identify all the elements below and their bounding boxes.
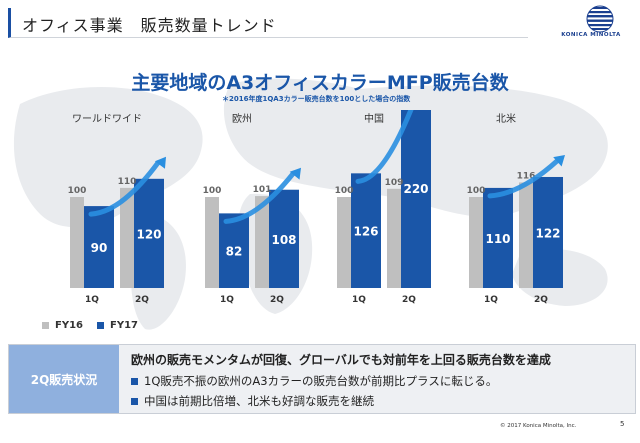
tick-label: 2Q <box>135 295 149 305</box>
data-label-fy17: 90 <box>91 241 108 255</box>
growth-arrow-shaft <box>88 160 161 217</box>
growth-arrow-head-icon <box>154 156 166 169</box>
bar-fy17 <box>351 173 381 288</box>
legend-item-fy16: FY16 <box>42 320 83 331</box>
legend: FY16 FY17 <box>42 320 138 331</box>
konica-minolta-logo-icon <box>586 5 614 33</box>
bar-fy16 <box>205 197 219 288</box>
data-label-fy17: 126 <box>353 225 378 239</box>
tick-label: 1Q <box>85 295 99 305</box>
data-label-fy16: 101 <box>253 185 272 195</box>
summary-box: 2Q販売状況 欧州の販売モメンタムが回復、グローバルでも対前年を上回る販売台数を… <box>8 344 636 414</box>
bullet-square-icon <box>131 377 138 385</box>
bar-fy17 <box>134 178 164 288</box>
bar-fy16 <box>120 187 134 288</box>
region-label: 中国 <box>364 112 384 125</box>
data-label-fy16: 100 <box>68 186 87 196</box>
summary-bullet: 1Q販売不振の欧州のA3カラーの販売台数が前期比プラスに転じる。 <box>131 373 497 389</box>
summary-bullet-text: 中国は前期比倍増、北米も好調な販売を継続 <box>144 394 374 408</box>
bar-fy16 <box>519 182 533 288</box>
summary-bullet-text: 1Q販売不振の欧州のA3カラーの販売台数が前期比プラスに転じる。 <box>144 374 498 388</box>
bar-chart: ワールドワイド 100 90 1Q 110 120 2Q 欧州 100 82 1Q 101 108 2Q 中… <box>68 110 565 305</box>
chart-note: ＊2016年度1QA3カラー販売台数を100とした場合の指数 <box>222 95 411 103</box>
legend-label-fy17: FY17 <box>110 320 138 331</box>
data-label-fy16: 110 <box>118 177 137 187</box>
page-number: 5 <box>620 420 625 428</box>
chart-title: 主要地域のA3オフィスカラーMFP販売台数 <box>131 72 509 94</box>
tick-label: 1Q <box>352 295 366 305</box>
data-label-fy16: 100 <box>203 186 222 196</box>
summary-bullet: 中国は前期比倍増、北米も好調な販売を継続 <box>131 393 374 409</box>
tick-label: 2Q <box>402 295 416 305</box>
bar-fy17 <box>533 176 563 288</box>
data-label-fy16: 109 <box>385 178 404 188</box>
summary-headline: 欧州の販売モメンタムが回復、グローバルでも対前年を上回る販売台数を達成 <box>131 353 551 367</box>
bar-fy16 <box>337 197 351 288</box>
bar-fy16 <box>469 197 483 288</box>
data-label-fy17: 108 <box>271 233 296 247</box>
bar-fy17 <box>401 110 431 288</box>
region-label: 北米 <box>496 112 516 125</box>
data-label-fy16: 116 <box>517 171 536 181</box>
region-label: 欧州 <box>232 113 252 125</box>
growth-arrow-shaft <box>223 171 296 224</box>
copyright: © 2017 Konica Minolta, Inc. <box>500 423 577 429</box>
bar-fy17 <box>483 187 513 288</box>
tick-label: 2Q <box>270 295 284 305</box>
legend-swatch-fy16 <box>42 322 49 329</box>
bar-fy17 <box>219 213 249 288</box>
logo-text: KONICA MINOLTA <box>561 32 621 38</box>
bar-fy16 <box>255 196 269 288</box>
legend-label-fy16: FY16 <box>55 320 83 331</box>
growth-arrow-head-icon <box>553 154 565 167</box>
region-label: ワールドワイド <box>72 114 142 125</box>
summary-tag: 2Q販売状況 <box>9 345 119 413</box>
data-label-fy17: 122 <box>535 226 560 240</box>
tick-label: 2Q <box>534 295 548 305</box>
growth-arrow-shaft <box>487 158 560 199</box>
header: オフィス事業 販売数量トレンド KONICA MINOLTA <box>0 0 640 44</box>
data-label-fy16: 100 <box>335 186 354 196</box>
bar-fy16 <box>70 197 84 288</box>
tick-label: 1Q <box>484 295 498 305</box>
bar-fy16 <box>387 188 401 288</box>
data-label-fy17: 220 <box>403 182 428 196</box>
data-label-fy17: 82 <box>226 245 243 259</box>
bar-fy17 <box>269 189 299 288</box>
legend-item-fy17: FY17 <box>97 320 138 331</box>
header-bar <box>8 8 528 38</box>
data-label-fy17: 110 <box>485 232 510 246</box>
bullet-square-icon <box>131 397 138 405</box>
growth-arrow-head-icon <box>289 167 301 180</box>
bar-fy17 <box>84 206 114 288</box>
data-label-fy17: 120 <box>136 227 161 241</box>
growth-arrow-shaft <box>355 110 414 184</box>
legend-swatch-fy17 <box>97 322 104 329</box>
page-title: オフィス事業 販売数量トレンド <box>22 16 277 35</box>
data-label-fy16: 100 <box>467 186 486 196</box>
tick-label: 1Q <box>220 295 234 305</box>
